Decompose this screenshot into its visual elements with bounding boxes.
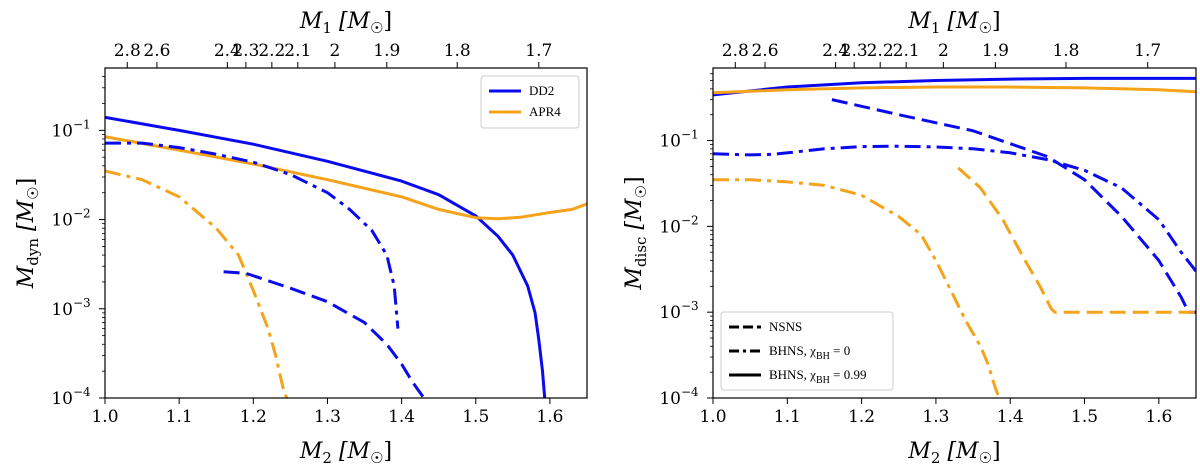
right-top-tick-label: 2.2: [867, 41, 894, 61]
right-x-tick-label: 1.4: [997, 407, 1024, 427]
left-legend: DD2 APR4: [480, 75, 580, 129]
left-legend-box: [480, 75, 580, 129]
right-x-tick-label: 1.1: [774, 407, 801, 427]
right-x-tick-label: 1.3: [922, 407, 949, 427]
left-series-apr4-bhns-chi-0-99: [105, 135, 587, 221]
left-x-tick-label: 1.1: [166, 407, 193, 427]
left-panel: 1.0 1.1 1.2 1.3 1.4 1.5 1.6 2.8 2.6 2.42.32.22.1 2…: [14, 9, 588, 467]
left-series-dd2-bhns-chi-0-99: [105, 115, 547, 398]
right-y-tick-label: 10−4: [659, 385, 699, 409]
left-x-axis-label: M2 [M☉]: [299, 439, 392, 467]
right-axes-frame: [712, 67, 1197, 399]
right-series-dd2-nsns: [831, 98, 1196, 314]
right-top-tick-label: 1.8: [1052, 41, 1079, 61]
left-legend-label: DD2: [529, 83, 554, 98]
right-top-tick-label: 2.1: [893, 41, 920, 61]
left-y-tick-label: 10−2: [51, 207, 90, 231]
right-y-tick-label: 10−2: [659, 213, 698, 237]
right-series-dd2-bhns-chi-0: [713, 144, 1196, 273]
right-x-axis-label: M2 [M☉]: [907, 439, 1000, 467]
left-top-tick-label: 1.8: [444, 41, 471, 61]
right-series-group: [713, 76, 1196, 398]
left-y-tick-label: 10−4: [51, 385, 91, 409]
right-series-apr4-nsns: [957, 166, 1196, 314]
right-top-tick-label: 2.4: [822, 41, 849, 61]
left-top-tick-label: 2.1: [284, 41, 311, 61]
right-top-tick-label: 1.7: [1134, 41, 1161, 61]
left-top-tick-label: 2.2: [258, 41, 285, 61]
left-top-tick-label: 2.3: [232, 41, 259, 61]
left-y-tick-label: 10−3: [51, 296, 90, 320]
left-series-dd2-bhns-chi-0: [105, 141, 400, 329]
left-series-dd2-nsns: [223, 270, 426, 398]
left-top-tick-label: 2: [329, 41, 340, 61]
left-top-tick-label: 2.8: [114, 41, 141, 61]
left-top-tick-label: 1.7: [525, 41, 552, 61]
right-y-tick-label: 10−1: [659, 128, 698, 152]
right-legend-label: NSNS: [769, 319, 802, 334]
left-top-tick-label: 2.4: [214, 41, 241, 61]
left-x-tick-label: 1.2: [240, 407, 267, 427]
left-series-apr4-bhns-chi-0: [105, 169, 289, 398]
right-top-axis-label: M1 [M☉]: [907, 9, 1000, 37]
right-series-apr4-bhns-chi-0: [713, 178, 1001, 398]
right-top-tick-label: 2.3: [841, 41, 868, 61]
right-series-apr4-bhns-chi-0-99: [713, 85, 1196, 95]
right-top-tick-label: 2.6: [751, 41, 778, 61]
right-top-tick-label: 2: [938, 41, 949, 61]
right-legend-box: [720, 311, 894, 391]
right-top-tick-label: 1.9: [982, 41, 1009, 61]
left-top-axis-label: M1 [M☉]: [299, 9, 392, 37]
right-x-tick-label: 1.2: [848, 407, 875, 427]
right-y-axis-label: Mdisc [M☉]: [622, 176, 650, 290]
left-x-tick-label: 1.5: [462, 407, 489, 427]
right-x-tick-label: 1.6: [1145, 407, 1172, 427]
left-x-tick-label: 1.3: [314, 407, 341, 427]
right-panel: 1.0 1.1 1.2 1.3 1.4 1.5 1.6 2.8 2.6 2.42.32.22.1 2…: [622, 9, 1197, 467]
right-legend-label: BHNS, χBH = 0.99: [769, 367, 866, 386]
right-x-tick-label: 1.0: [699, 407, 726, 427]
left-x-tick-label: 1.4: [388, 407, 415, 427]
left-y-axis-label: Mdyn [M☉]: [14, 178, 42, 289]
right-legend: NSNS BHNS, χBH = 0 BHNS, χBH = 0.99: [720, 311, 894, 391]
right-top-tick-label: 2.8: [722, 41, 749, 61]
left-y-tick-label: 10−1: [51, 117, 90, 141]
left-legend-label: APR4: [529, 104, 561, 119]
left-x-tick-label: 1.0: [91, 407, 118, 427]
left-top-tick-label: 1.9: [373, 41, 400, 61]
left-x-tick-label: 1.6: [536, 407, 563, 427]
right-legend-label: BHNS, χBH = 0: [769, 343, 850, 362]
left-top-tick-label: 2.6: [143, 41, 170, 61]
left-series-group: [105, 115, 587, 398]
right-x-tick-label: 1.5: [1071, 407, 1098, 427]
right-series-dd2-bhns-chi-0-99: [713, 76, 1196, 97]
right-y-tick-label: 10−3: [659, 299, 698, 323]
